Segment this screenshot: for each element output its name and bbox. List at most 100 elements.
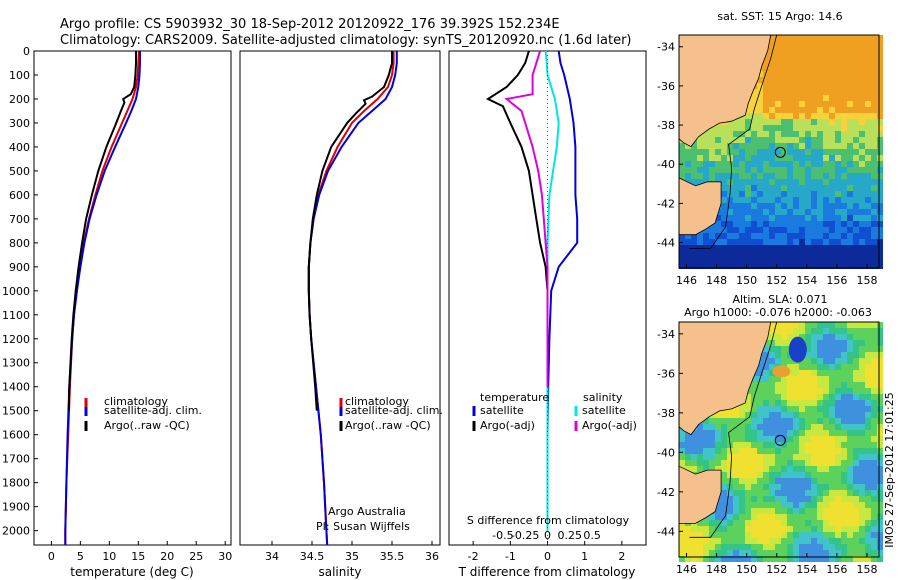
sst-cell — [781, 131, 787, 137]
x-tick-label: 10 — [102, 550, 116, 563]
sst-cell — [715, 239, 721, 245]
sst-cell — [697, 155, 703, 161]
sst-cell — [739, 239, 745, 245]
sst-cell — [751, 185, 757, 191]
sla-cell — [769, 418, 775, 424]
sla-cell — [865, 538, 871, 544]
sst-cell — [787, 137, 793, 143]
sla-cell — [877, 406, 883, 412]
sla-cell — [697, 466, 703, 472]
sla-cell — [835, 454, 841, 460]
sst-cell — [871, 119, 877, 125]
sst-cell — [769, 131, 775, 137]
sst-cell — [787, 179, 793, 185]
sst-cell — [787, 215, 793, 221]
sst-cell — [817, 65, 823, 71]
sla-cell — [727, 466, 733, 472]
sla-cell — [811, 442, 817, 448]
sla-cell — [787, 460, 793, 466]
sst-cell — [853, 245, 859, 251]
sst-cell — [787, 263, 793, 269]
s-difference-tick: 0 — [544, 529, 551, 542]
sst-cell — [775, 41, 781, 47]
sla-cell — [763, 472, 769, 478]
sla-cell — [769, 448, 775, 454]
sst-cell — [871, 251, 877, 257]
sst-cell — [805, 245, 811, 251]
sla-cell — [835, 400, 841, 406]
sst-cell — [823, 179, 829, 185]
sst-cell — [835, 143, 841, 149]
sla-cell — [739, 484, 745, 490]
sla-cell — [847, 382, 853, 388]
sst-cell — [823, 215, 829, 221]
x-tick-label: 36 — [425, 550, 439, 563]
sla-cell — [847, 424, 853, 430]
sst-cell — [841, 89, 847, 95]
sla-cell — [697, 526, 703, 532]
sst-cell — [781, 35, 787, 41]
sla-cell — [811, 514, 817, 520]
sst-cell — [853, 191, 859, 197]
sst-cell — [709, 143, 715, 149]
sst-cell — [745, 245, 751, 251]
sla-cell — [709, 556, 715, 562]
sst-cell — [751, 245, 757, 251]
sst-cell — [805, 215, 811, 221]
sla-cell — [859, 514, 865, 520]
sla-cell — [745, 490, 751, 496]
sst-cell — [853, 179, 859, 185]
sst-cell — [763, 155, 769, 161]
sla-cell — [805, 424, 811, 430]
shelf-contour — [689, 321, 778, 538]
sst-cell — [781, 197, 787, 203]
legend-label-climatology: climatology — [345, 395, 409, 408]
sla-cell — [871, 436, 877, 442]
sla-cell — [715, 412, 721, 418]
sst-cell — [823, 35, 829, 41]
sla-cell — [853, 466, 859, 472]
sst-cell — [817, 155, 823, 161]
sla-cell — [811, 430, 817, 436]
sla-cell — [757, 454, 763, 460]
sla-cell — [685, 442, 691, 448]
sst-cell — [805, 89, 811, 95]
sst-cell — [763, 59, 769, 65]
sla-cell — [691, 466, 697, 472]
sla-cell — [775, 508, 781, 514]
sst-cell — [841, 125, 847, 131]
sla-cell — [811, 364, 817, 370]
sla-cell — [691, 526, 697, 532]
sla-cell — [781, 376, 787, 382]
sst-cell — [859, 203, 865, 209]
sst-cell — [853, 203, 859, 209]
sla-cell — [859, 472, 865, 478]
sla-cell — [841, 490, 847, 496]
sla-cell — [829, 418, 835, 424]
sla-cell — [793, 502, 799, 508]
sla-cell — [697, 436, 703, 442]
sla-cell — [751, 484, 757, 490]
depth-axis: 0100200300400500600700800900100011001200… — [2, 45, 453, 538]
sla-cell — [823, 538, 829, 544]
sla-cell — [835, 550, 841, 556]
sst-cell — [781, 221, 787, 227]
sst-cell — [775, 233, 781, 239]
sst-cell — [715, 131, 721, 137]
sla-cell — [679, 448, 685, 454]
sla-cell — [739, 550, 745, 556]
sst-cell — [805, 41, 811, 47]
sst-cell — [859, 65, 865, 71]
sst-cell — [865, 197, 871, 203]
sst-cell — [835, 149, 841, 155]
sst-cell — [757, 155, 763, 161]
sla-cell — [679, 538, 685, 544]
sst-cell — [769, 221, 775, 227]
sst-cell — [775, 131, 781, 137]
sst-cell — [829, 101, 835, 107]
sla-cell — [829, 508, 835, 514]
sst-cell — [721, 167, 727, 173]
sst-cell — [811, 233, 817, 239]
sst-cell — [775, 257, 781, 263]
sla-cell — [793, 436, 799, 442]
